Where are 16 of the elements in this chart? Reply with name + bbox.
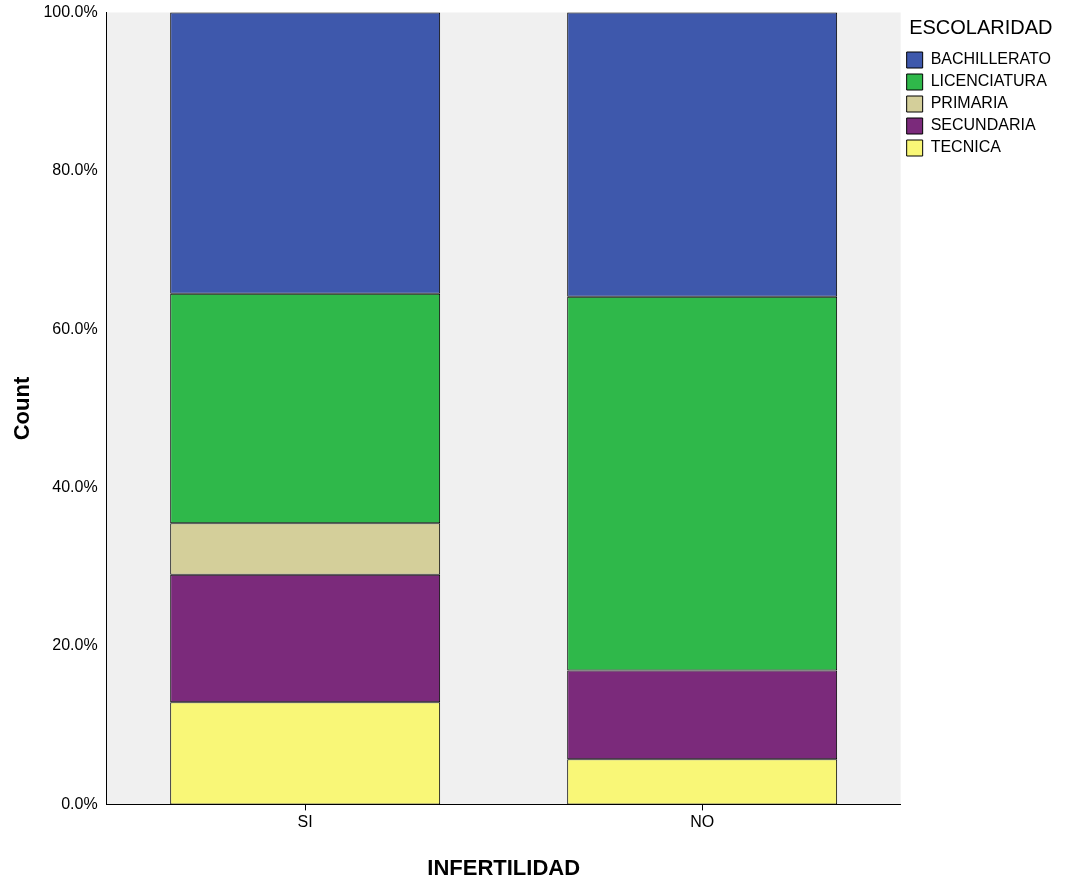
x-axis-title: INFERTILIDAD	[427, 854, 581, 880]
legend-label: SECUNDARIA	[930, 116, 1036, 134]
y-tick-label: 0.0%	[61, 794, 98, 812]
legend-label: LICENCIATURA	[930, 72, 1048, 90]
legend-label: BACHILLERATO	[930, 50, 1052, 68]
y-tick-label: 80.0%	[52, 161, 98, 179]
y-tick-label: 60.0%	[52, 319, 98, 337]
y-tick-label: 20.0%	[52, 636, 98, 654]
legend-label: PRIMARIA	[930, 94, 1009, 112]
x-tick-label: SI	[297, 813, 313, 831]
legend-title: ESCOLARIDAD	[909, 15, 1053, 38]
y-tick-label: 40.0%	[52, 478, 98, 496]
x-tick-label: NO	[690, 813, 715, 831]
y-tick-label: 100.0%	[43, 3, 98, 21]
y-axis-title: Count	[9, 376, 35, 441]
legend-label: TECNICA	[930, 138, 1002, 156]
